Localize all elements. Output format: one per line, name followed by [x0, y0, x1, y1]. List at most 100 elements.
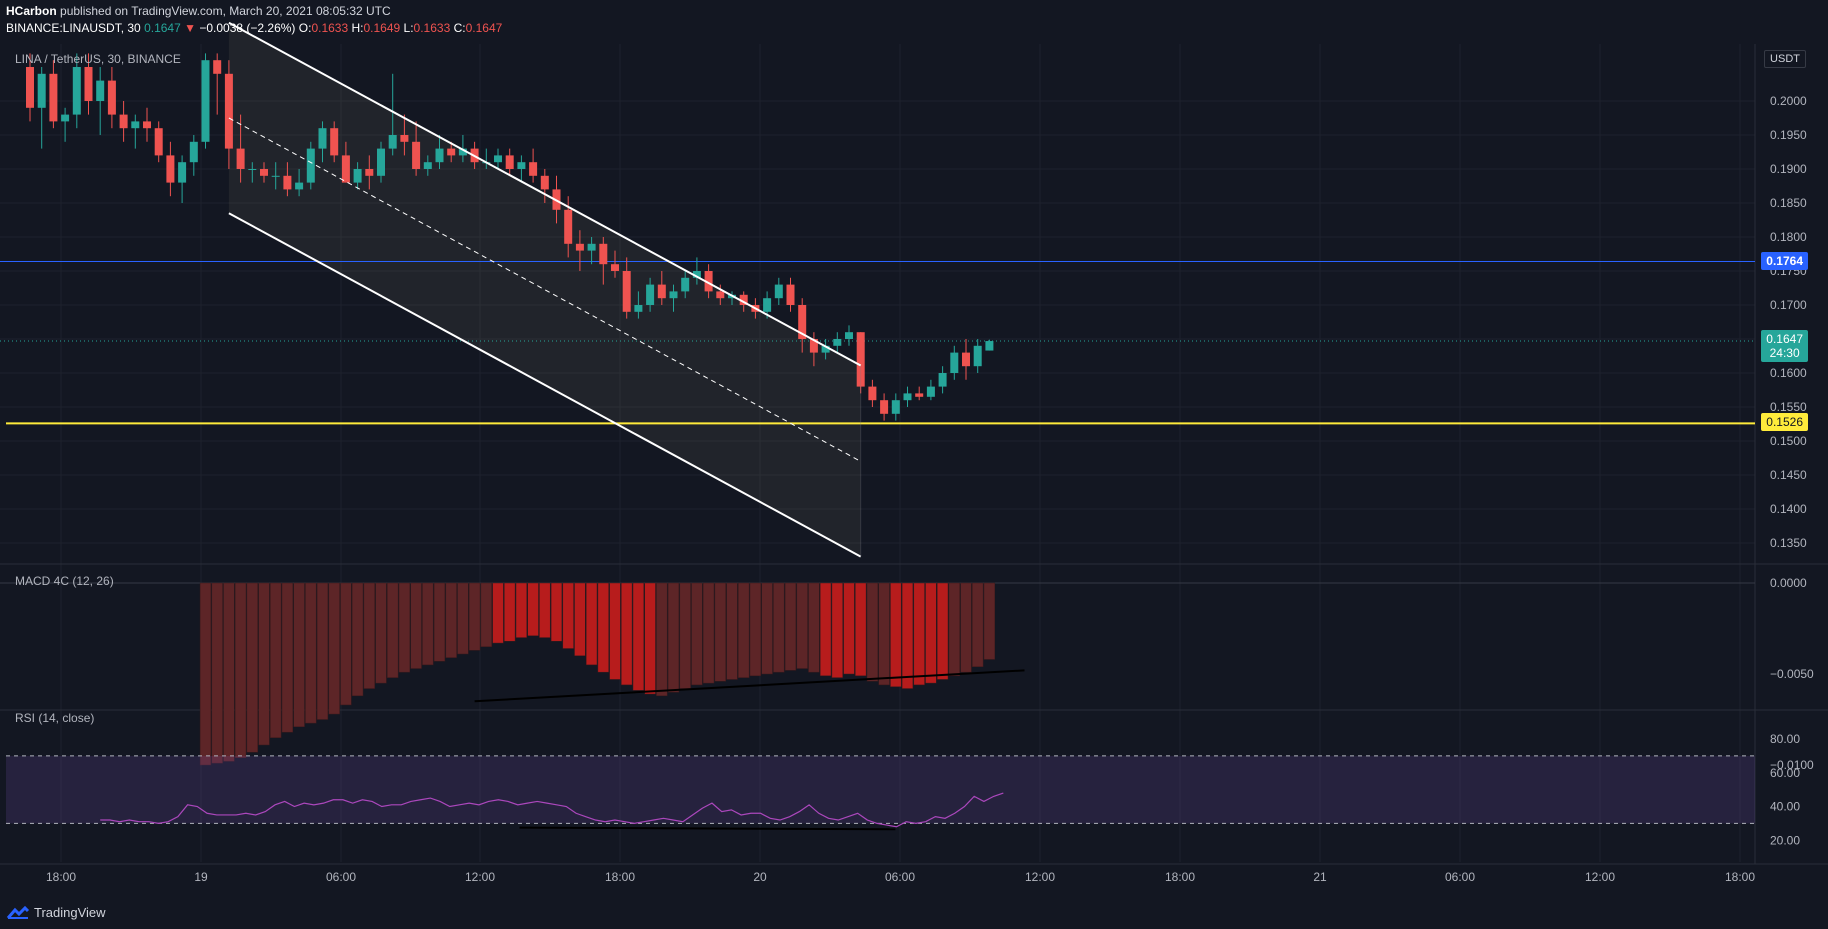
candle-body [599, 243, 608, 265]
price-label-blue: 0.1764 [1761, 252, 1808, 270]
macd-bar [632, 582, 645, 691]
time-axis-label: 18:00 [46, 870, 76, 884]
price-axis-label: 0.1900 [1770, 162, 1807, 176]
candle-body [458, 148, 467, 156]
macd-bar [749, 582, 762, 677]
last-price-label: 0.1647 24:30 [1761, 330, 1808, 362]
candle-body [903, 393, 912, 401]
candle-body [821, 345, 830, 353]
candle-body [494, 155, 502, 163]
macd-bar [901, 582, 914, 689]
candle-body [962, 352, 970, 367]
high-label: H: [351, 21, 364, 35]
candle-body [224, 73, 233, 149]
macd-bar [246, 582, 258, 753]
candle-body [926, 386, 935, 397]
candle-body [412, 141, 421, 169]
macd-bar [585, 582, 598, 666]
symbol-legend: BINANCE:LINAUSDT, 30 0.1647 ▼ −0.0038 (−… [6, 21, 502, 35]
candle-body [377, 148, 385, 176]
rsi-pane-title[interactable]: RSI (14, close) [15, 711, 95, 725]
candle-body [786, 284, 795, 305]
candle-body [938, 373, 947, 387]
candles [26, 53, 994, 421]
symbol-name[interactable]: BINANCE:LINAUSDT, 30 [6, 21, 141, 35]
candle-body [96, 80, 105, 101]
channel-lower-line [228, 212, 862, 558]
author-name[interactable]: HCarbon [6, 4, 57, 18]
time-axis-label: 18:00 [1725, 870, 1755, 884]
candle-body [833, 339, 842, 346]
candle-body [646, 284, 655, 305]
candle-body [388, 135, 397, 149]
macd-bar [410, 582, 422, 669]
macd-bar [925, 582, 937, 684]
rsi-axis-label: 40.00 [1770, 800, 1800, 814]
candle-body [669, 291, 678, 299]
candle-body [739, 294, 748, 305]
price-label-yellow: 0.1526 [1761, 413, 1808, 431]
macd-bar [679, 582, 691, 689]
macd-bar [843, 582, 855, 675]
candle-body [119, 114, 128, 129]
candle-body [435, 148, 444, 163]
macd-bar [270, 582, 282, 738]
price-axis-label: 0.1450 [1770, 468, 1807, 482]
open-label: O: [298, 21, 312, 35]
candle-body [868, 386, 877, 401]
rsi-axis-label: 60.00 [1770, 766, 1800, 780]
currency-badge[interactable]: USDT [1764, 50, 1806, 68]
candle-body [353, 169, 362, 183]
candle-body [564, 209, 573, 244]
candle-body [891, 400, 900, 414]
down-arrow-icon: ▼ [184, 21, 196, 35]
candle-body [61, 114, 70, 122]
candle-body [529, 162, 538, 176]
macd-bar [539, 582, 551, 638]
channel-upper-line [228, 21, 862, 367]
channel-middle-line [228, 117, 861, 462]
main-pane-title[interactable]: LINA / TetherUS, 30, BINANCE [15, 52, 181, 66]
macd-bar [457, 582, 469, 655]
macd-bar [574, 582, 586, 657]
macd-bar [773, 582, 785, 673]
macd-bar [316, 582, 329, 720]
rsi-axis-label: 80.00 [1770, 732, 1800, 746]
macd-bar [363, 582, 375, 689]
last-price-value: 0.1647 [1766, 332, 1803, 346]
macd-bar [936, 582, 949, 680]
candle-body [341, 155, 350, 183]
tradingview-logo[interactable]: TradingView [6, 905, 106, 920]
candle-body [178, 162, 187, 183]
macd-pane-title[interactable]: MACD 4C (12, 26) [15, 574, 114, 588]
candle-body [201, 60, 210, 142]
time-axis-label: 06:00 [326, 870, 356, 884]
macd-bar [305, 582, 317, 724]
macd-bar [234, 582, 247, 758]
macd-bar [784, 582, 797, 671]
candle-body [166, 155, 175, 183]
channel-fill [228, 22, 861, 557]
rsi-trendline [519, 826, 896, 831]
price-axis-label: 0.1800 [1770, 230, 1807, 244]
candle-body [400, 135, 409, 142]
close-value: 0.1647 [465, 21, 503, 35]
candle-body [72, 67, 81, 115]
macd-bar [609, 582, 621, 680]
candle-body [365, 169, 374, 176]
candle-body [295, 182, 304, 190]
candle-body [575, 243, 584, 251]
macd-bar [819, 582, 832, 677]
candle-body [692, 271, 701, 278]
macd-bar [527, 582, 539, 637]
candle-body [716, 291, 725, 299]
macd-bar [597, 582, 609, 673]
candle-body [189, 141, 198, 163]
macd-bar [796, 582, 808, 669]
macd-bar [878, 582, 890, 686]
candle-body [423, 162, 432, 169]
macd-bar [445, 582, 457, 658]
time-axis-label: 18:00 [1165, 870, 1195, 884]
macd-bar [375, 582, 387, 684]
